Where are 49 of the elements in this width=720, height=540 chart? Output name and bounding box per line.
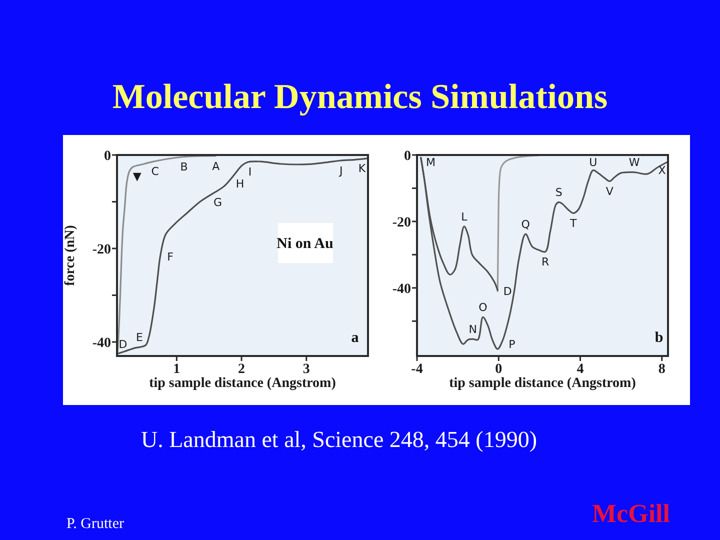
annotation: a xyxy=(351,330,360,346)
annotation: Ni on Au xyxy=(276,236,334,252)
annotation: b xyxy=(654,330,664,346)
y-axis-title: force (nN) xyxy=(63,224,78,286)
annotation: V xyxy=(606,185,614,198)
x-axis-title: tip sample distance (Angstrom) xyxy=(449,376,636,391)
annotation: P xyxy=(508,338,516,351)
annotation: I xyxy=(248,166,252,179)
annotation: N xyxy=(468,322,478,336)
y-tick-label: -20 xyxy=(92,242,111,258)
text: U. Landman et al, Science 248, 454 (1990) xyxy=(141,427,537,452)
annotation: G xyxy=(213,196,222,210)
y-tick-label: 0 xyxy=(404,148,411,164)
text: McGill xyxy=(592,499,670,528)
x-tick-label: 4 xyxy=(576,362,584,377)
annotation: C xyxy=(151,165,160,178)
annotation: D xyxy=(118,338,128,352)
y-tick-label: 0 xyxy=(104,148,111,164)
y-tick-label: -40 xyxy=(92,336,111,351)
annotation: ▼ xyxy=(132,170,142,183)
y-tick-label: -20 xyxy=(392,215,411,230)
annotation: E xyxy=(136,331,144,344)
annotation: R xyxy=(542,256,550,269)
annotation: F xyxy=(167,250,174,264)
annotation: M xyxy=(426,156,436,169)
annotation: W xyxy=(628,156,640,170)
x-tick-label: 0 xyxy=(495,362,502,377)
annotation: K xyxy=(358,162,366,176)
annotation: L xyxy=(461,210,468,224)
annotation: T xyxy=(568,216,577,230)
x-axis-title: tip sample distance (Angstrom) xyxy=(149,376,336,391)
annotation: D xyxy=(503,285,512,298)
chart-title: Molecular Dynamics Simulations xyxy=(112,77,608,116)
annotation: A xyxy=(212,160,220,173)
x-tick-label: -4 xyxy=(411,362,423,377)
text: P. Grutter xyxy=(66,516,124,532)
annotation: B xyxy=(180,160,188,174)
x-tick-label: 3 xyxy=(302,362,310,377)
y-tick-label: -40 xyxy=(392,282,411,297)
annotation: X xyxy=(658,164,666,178)
annotation: J xyxy=(338,164,343,178)
x-tick-label: 1 xyxy=(173,362,180,377)
annotation: Q xyxy=(521,218,530,231)
annotation: H xyxy=(236,177,244,190)
annotation: O xyxy=(478,300,488,314)
x-tick-label: 8 xyxy=(658,362,666,377)
annotation: S xyxy=(555,186,562,200)
x-tick-label: 2 xyxy=(238,362,246,377)
annotation: U xyxy=(589,156,598,169)
